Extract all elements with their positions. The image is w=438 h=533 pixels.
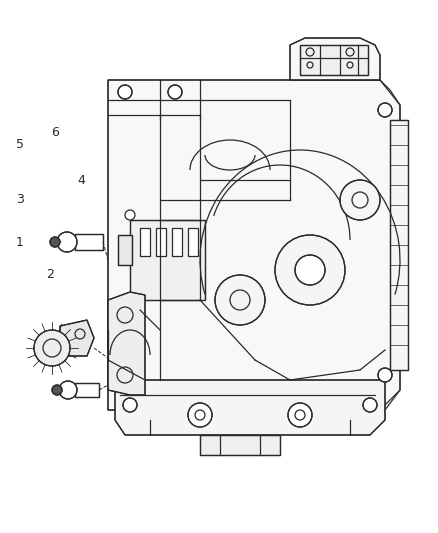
Polygon shape bbox=[290, 38, 380, 80]
Bar bbox=[188, 228, 198, 256]
Bar bbox=[75, 234, 103, 250]
Text: 1: 1 bbox=[16, 236, 24, 249]
Circle shape bbox=[168, 85, 182, 99]
Circle shape bbox=[288, 403, 312, 427]
Circle shape bbox=[123, 398, 137, 412]
Circle shape bbox=[59, 381, 77, 399]
Bar bbox=[200, 435, 280, 455]
Bar bbox=[118, 235, 132, 265]
Bar bbox=[130, 220, 205, 300]
Bar bbox=[156, 228, 166, 256]
Circle shape bbox=[215, 275, 265, 325]
Circle shape bbox=[275, 235, 345, 305]
Polygon shape bbox=[60, 320, 94, 356]
Bar bbox=[300, 45, 368, 75]
Bar bbox=[300, 45, 368, 75]
Bar bbox=[156, 228, 166, 256]
Text: 2: 2 bbox=[46, 268, 54, 281]
Circle shape bbox=[34, 330, 70, 366]
Bar bbox=[390, 120, 408, 370]
Bar bbox=[75, 383, 99, 397]
Bar bbox=[75, 383, 99, 397]
Circle shape bbox=[57, 232, 77, 252]
Bar bbox=[200, 435, 280, 455]
Polygon shape bbox=[115, 380, 385, 435]
Circle shape bbox=[188, 403, 212, 427]
Circle shape bbox=[118, 85, 132, 99]
Circle shape bbox=[363, 398, 377, 412]
Bar bbox=[172, 228, 182, 256]
Circle shape bbox=[340, 180, 380, 220]
Bar bbox=[172, 228, 182, 256]
Bar bbox=[130, 220, 205, 300]
Bar bbox=[390, 120, 408, 370]
Circle shape bbox=[378, 368, 392, 382]
Circle shape bbox=[125, 210, 135, 220]
Text: 6: 6 bbox=[51, 126, 59, 139]
Text: 5: 5 bbox=[16, 139, 24, 151]
Circle shape bbox=[52, 385, 62, 395]
Bar bbox=[118, 235, 132, 265]
Bar bbox=[75, 234, 103, 250]
Bar bbox=[140, 228, 150, 256]
Bar bbox=[140, 228, 150, 256]
Bar bbox=[188, 228, 198, 256]
Text: 4: 4 bbox=[77, 174, 85, 187]
Polygon shape bbox=[108, 80, 400, 410]
Circle shape bbox=[50, 237, 60, 247]
Circle shape bbox=[378, 103, 392, 117]
Circle shape bbox=[295, 255, 325, 285]
Text: 3: 3 bbox=[16, 193, 24, 206]
Polygon shape bbox=[108, 292, 145, 395]
